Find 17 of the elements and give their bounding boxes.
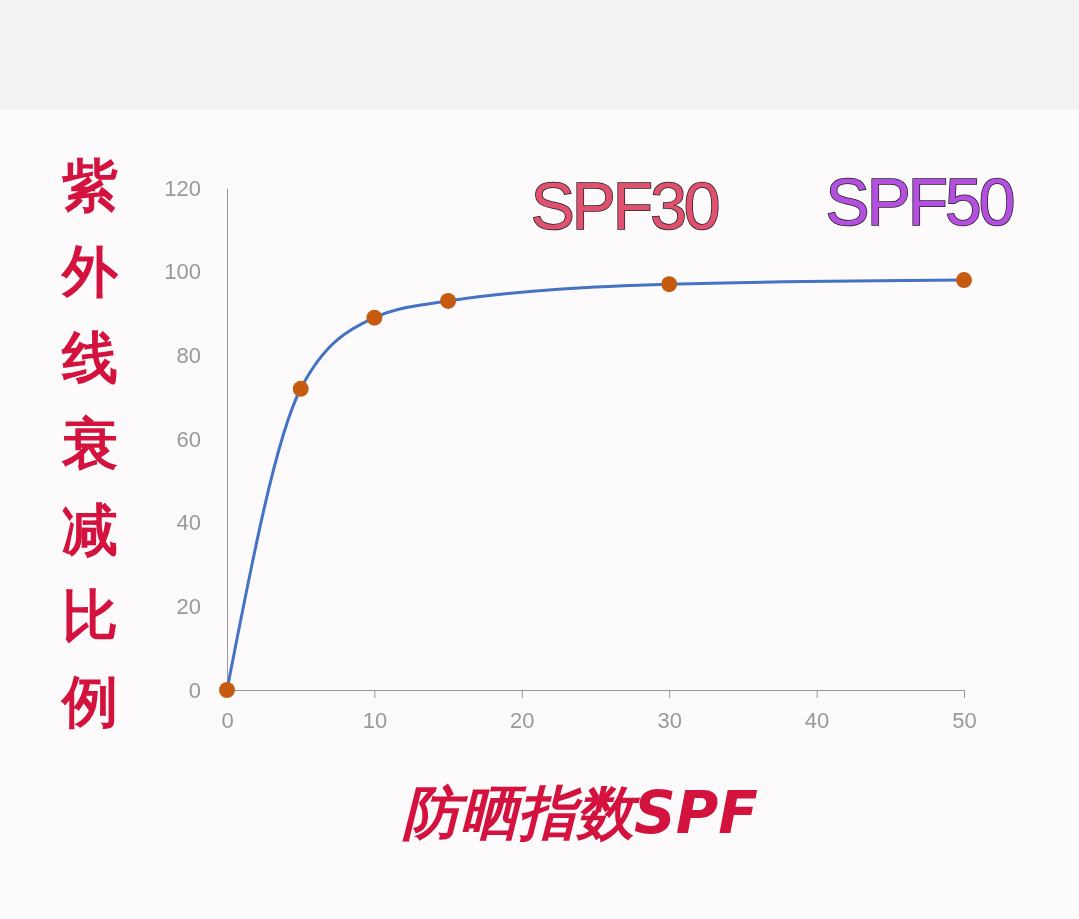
x-tick-label: 40 <box>804 707 830 733</box>
x-tick-label: 10 <box>362 707 388 733</box>
annotation: SPF30 <box>530 169 719 244</box>
y-tick-label: 0 <box>188 677 201 703</box>
x-tick-label: 30 <box>657 707 682 733</box>
y-tick-label: 20 <box>176 593 201 619</box>
y-tick-label: 100 <box>164 259 201 285</box>
y-tick-label: 60 <box>176 426 201 452</box>
x-tick-label: 50 <box>952 707 977 733</box>
y-tick-label: 120 <box>164 175 201 201</box>
x-tick-label: 20 <box>510 707 535 733</box>
y-tick-label: 40 <box>176 510 201 536</box>
x-axis-title: 防晒指数SPF <box>402 779 758 847</box>
annotation: SPF50 <box>825 165 1014 240</box>
y-axis-title: 紫外线衰减比例 <box>60 153 119 734</box>
y-tick-label: 80 <box>176 342 201 368</box>
x-tick-label: 0 <box>221 707 234 733</box>
